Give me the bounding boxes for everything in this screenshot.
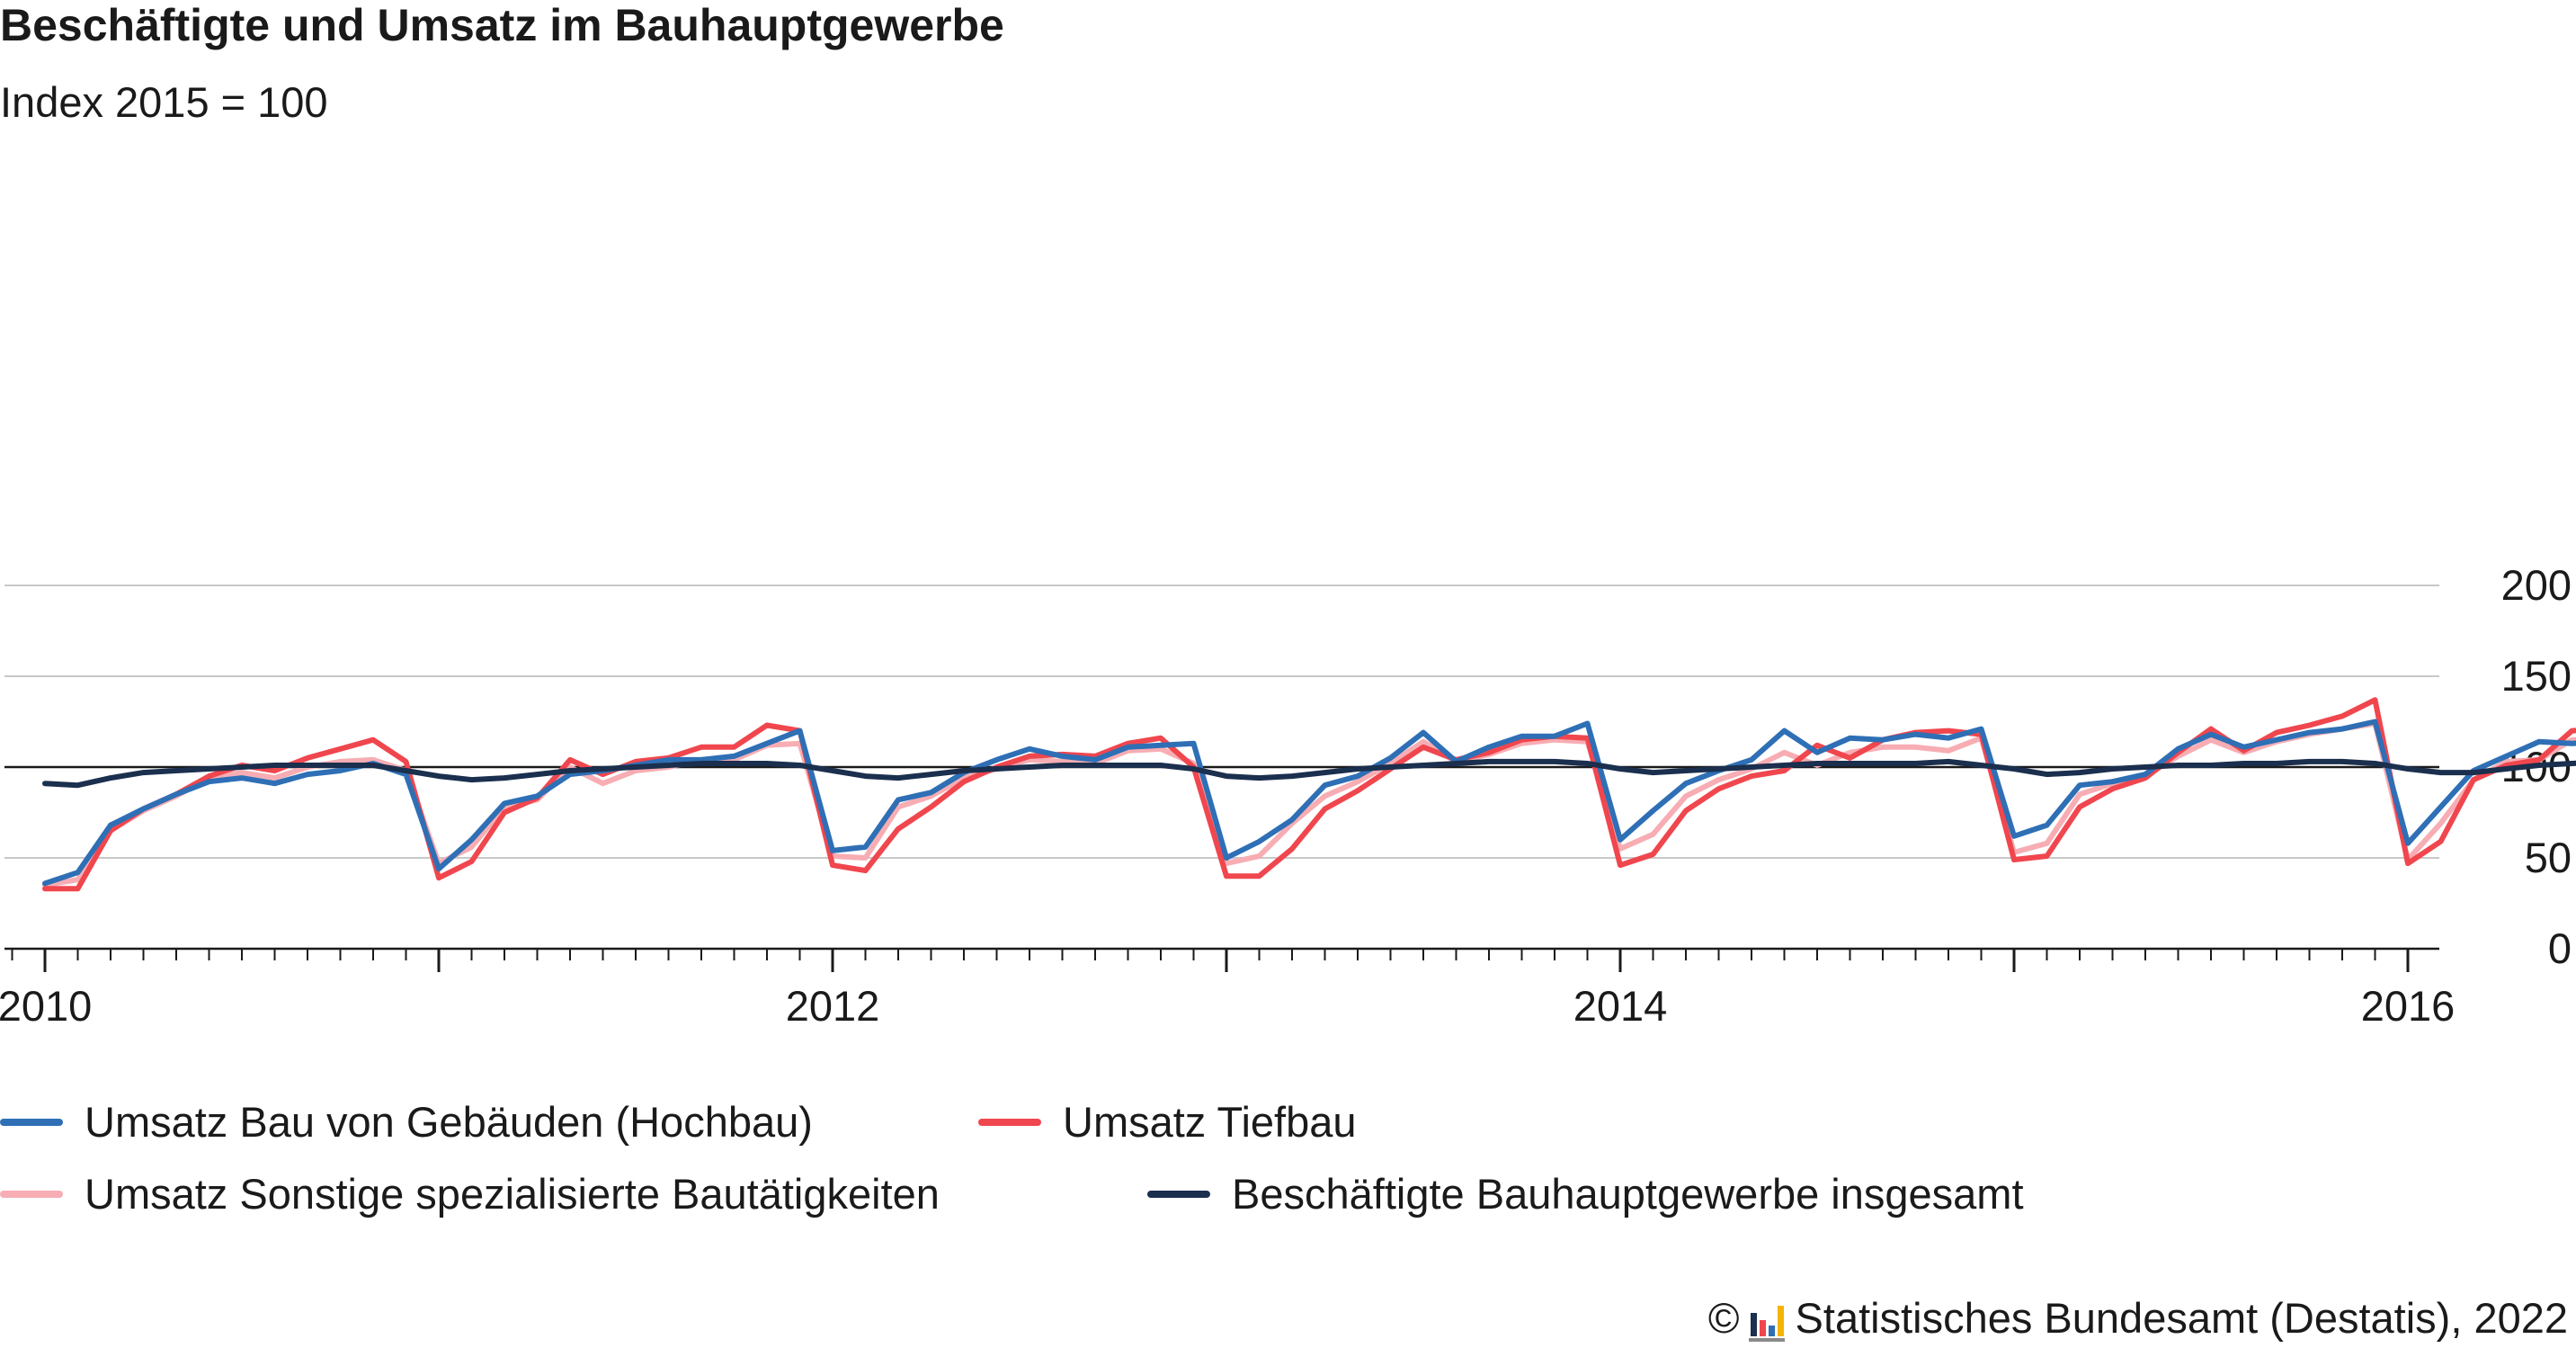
legend-swatch-beschaeftigte bbox=[1147, 1191, 1210, 1198]
source-note: © Statistisches Bundesamt (Destatis), 20… bbox=[1708, 1293, 2568, 1344]
series-line-2 bbox=[42, 720, 2576, 888]
legend-item-tiefbau: Umsatz Tiefbau bbox=[978, 1097, 1357, 1147]
series-lines bbox=[42, 697, 2576, 892]
x-tick-label: 2010 bbox=[0, 982, 92, 1030]
chart-subtitle: Index 2015 = 100 bbox=[0, 78, 328, 126]
legend-item-hochbau: Umsatz Bau von Gebäuden (Hochbau) bbox=[0, 1097, 813, 1147]
legend-item-beschaeftigte: Beschäftigte Bauhauptgewerbe insgesamt bbox=[1147, 1169, 2024, 1219]
chart-title: Beschäftigte und Umsatz im Bauhauptgewer… bbox=[0, 0, 1004, 50]
x-tick-label: 2012 bbox=[786, 982, 880, 1030]
series-line-0 bbox=[42, 719, 2576, 887]
legend-swatch-tiefbau bbox=[978, 1119, 1041, 1126]
legend-label-tiefbau: Umsatz Tiefbau bbox=[1063, 1098, 1357, 1146]
destatis-logo-icon bbox=[1748, 1300, 1785, 1342]
series-line-1 bbox=[42, 697, 2576, 892]
y-tick-label: 200 bbox=[2501, 561, 2572, 609]
x-tick-label: 2016 bbox=[2361, 982, 2456, 1030]
legend-swatch-sonstige bbox=[0, 1191, 63, 1198]
legend: Umsatz Bau von Gebäuden (Hochbau) Umsatz… bbox=[0, 1097, 2576, 1241]
x-tick-label: 2014 bbox=[1573, 982, 1668, 1030]
x-axis: 2010201220142016201820202022 bbox=[0, 947, 2456, 1030]
legend-label-hochbau: Umsatz Bau von Gebäuden (Hochbau) bbox=[85, 1098, 813, 1146]
y-tick-label: 0 bbox=[2548, 924, 2572, 972]
legend-item-sonstige: Umsatz Sonstige spezialisierte Bautätigk… bbox=[0, 1169, 940, 1219]
series-line-3 bbox=[42, 758, 2576, 789]
legend-swatch-hochbau bbox=[0, 1119, 63, 1126]
legend-label-sonstige: Umsatz Sonstige spezialisierte Bautätigk… bbox=[85, 1170, 940, 1218]
copyright-symbol: © bbox=[1707, 1294, 1740, 1342]
legend-label-beschaeftigte: Beschäftigte Bauhauptgewerbe insgesamt bbox=[1232, 1170, 2024, 1218]
y-tick-label: 150 bbox=[2501, 652, 2572, 700]
y-tick-label: 50 bbox=[2525, 834, 2572, 881]
source-text: Statistisches Bundesamt (Destatis), 2022 bbox=[1795, 1294, 2568, 1342]
